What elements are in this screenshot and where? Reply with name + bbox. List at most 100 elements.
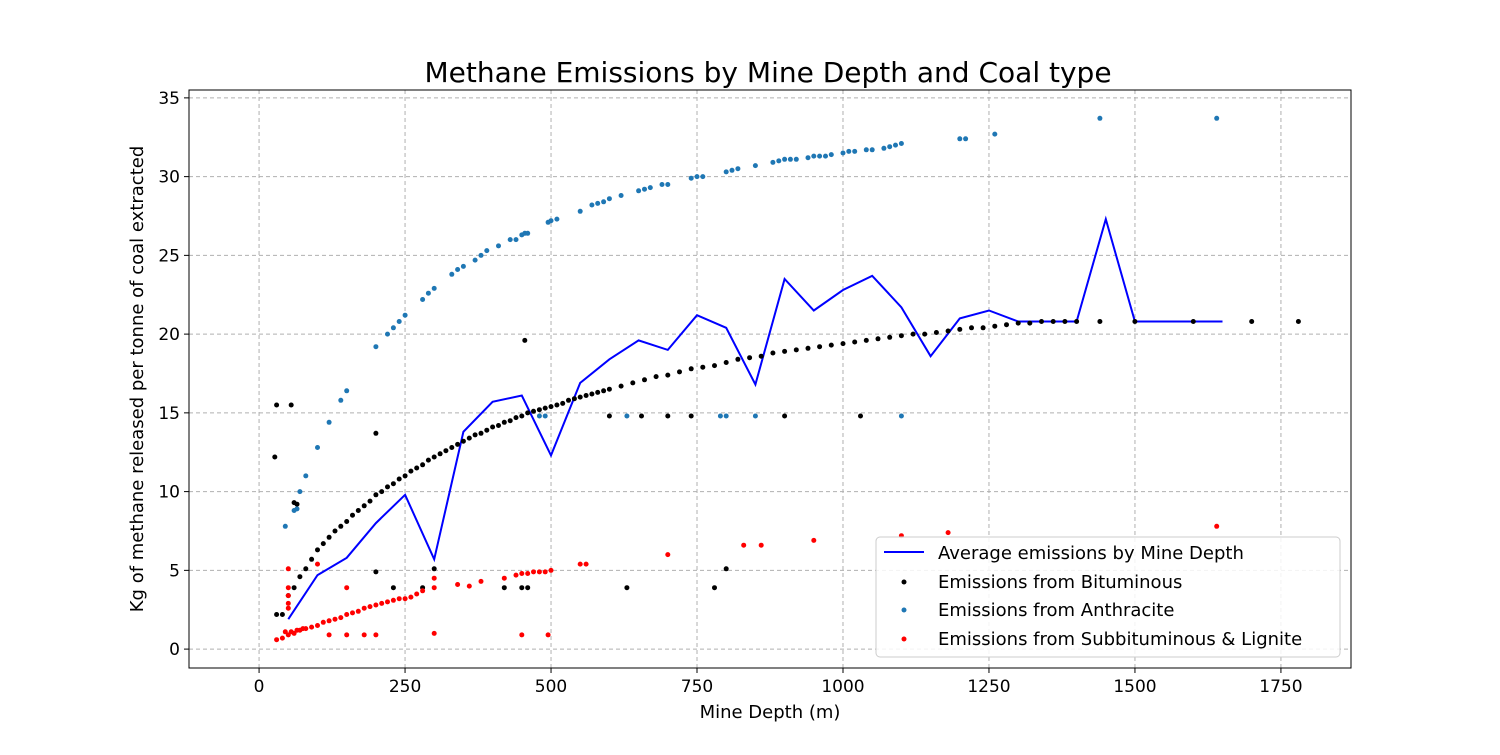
bituminous-point — [402, 473, 408, 479]
bituminous-point — [1050, 319, 1056, 324]
anthracite-point — [823, 153, 828, 159]
bituminous-point — [274, 612, 280, 617]
anthracite-point — [618, 193, 624, 198]
subbituminous-point — [344, 585, 350, 591]
bituminous-point — [326, 534, 332, 540]
bituminous-point — [852, 339, 858, 345]
anthracite-point — [817, 153, 823, 159]
x-tick-label: 250 — [389, 677, 421, 697]
bituminous-point — [1249, 319, 1255, 324]
bituminous-point — [566, 397, 571, 403]
anthracite-point — [507, 237, 513, 243]
y-tick-label: 10 — [158, 483, 180, 503]
bituminous-point — [1015, 320, 1021, 326]
anthracite-point — [624, 413, 630, 419]
subbituminous-point — [431, 630, 437, 636]
bituminous-point — [525, 410, 531, 416]
anthracite-point — [898, 141, 904, 146]
anthracite-point — [431, 285, 437, 291]
bituminous-point — [460, 438, 466, 444]
bituminous-point — [466, 435, 472, 441]
subbituminous-point — [408, 594, 414, 600]
bituminous-point — [735, 356, 741, 362]
bituminous-point — [303, 566, 309, 572]
anthracite-point — [881, 145, 887, 151]
subbituminous-point — [811, 537, 817, 543]
anthracite-point — [425, 290, 431, 296]
subbituminous-point — [361, 632, 367, 638]
anthracite-point — [472, 257, 478, 263]
anthracite-point — [688, 175, 694, 181]
anthracite-point — [595, 200, 601, 206]
bituminous-point — [525, 585, 531, 591]
bituminous-point — [653, 374, 659, 380]
bituminous-point — [472, 432, 478, 438]
bituminous-point — [513, 415, 519, 421]
subbituminous-point — [501, 575, 507, 581]
bituminous-point — [390, 585, 396, 591]
x-axis-label: Mine Depth (m) — [700, 702, 841, 723]
legend-bituminous-swatch — [901, 579, 907, 585]
bituminous-point — [758, 353, 764, 359]
subbituminous-point — [531, 569, 536, 575]
subbituminous-point — [420, 588, 426, 594]
subbituminous-point — [431, 585, 437, 591]
bituminous-point — [522, 337, 528, 343]
bituminous-point — [1190, 319, 1196, 324]
bituminous-point — [554, 402, 560, 408]
bituminous-point — [601, 388, 607, 394]
bituminous-point — [361, 503, 367, 509]
anthracite-point — [326, 419, 332, 425]
bituminous-point — [723, 566, 729, 572]
x-tick-label: 1500 — [1113, 677, 1156, 697]
subbituminous-point — [431, 575, 437, 581]
anthracite-point — [752, 413, 758, 419]
bituminous-point — [665, 413, 671, 419]
anthracite-point — [869, 147, 875, 153]
anthracite-point — [840, 150, 846, 156]
subbituminous-point — [361, 605, 367, 611]
y-tick-label: 15 — [158, 404, 180, 424]
subbituminous-point — [513, 572, 519, 578]
bituminous-point — [817, 344, 823, 350]
bituminous-point — [437, 451, 443, 457]
anthracite-point — [700, 174, 706, 180]
anthracite-point — [606, 196, 612, 202]
anthracite-point — [1097, 115, 1103, 121]
bituminous-point — [723, 360, 729, 365]
anthracite-point — [659, 182, 665, 187]
bituminous-point — [519, 413, 525, 419]
bituminous-point — [933, 330, 939, 335]
bituminous-point — [449, 445, 455, 450]
axis-ticks: 0 250 500 750 1000 1250 1500 1750 0 5 10 15 20 25 30 35 — [158, 89, 1302, 697]
bituminous-point — [414, 465, 420, 471]
bituminous-point — [639, 413, 644, 419]
anthracite-point — [828, 152, 834, 158]
bituminous-point — [560, 400, 566, 406]
bituminous-point — [496, 423, 501, 428]
bituminous-point — [519, 585, 525, 591]
anthracite-point — [957, 136, 963, 142]
subbituminous-point — [282, 629, 288, 635]
bituminous-point — [782, 348, 788, 354]
y-axis-label: Kg of methane released per tonne of coal… — [127, 146, 148, 613]
anthracite-point — [589, 202, 595, 208]
anthracite-point — [536, 413, 542, 419]
anthracite-point — [390, 325, 396, 331]
bituminous-point — [677, 369, 682, 375]
bituminous-point — [957, 326, 963, 332]
bituminous-point — [782, 413, 788, 419]
bituminous-point — [425, 457, 431, 463]
anthracite-point — [811, 153, 817, 159]
anthracite-point — [577, 208, 583, 214]
anthracite-point — [963, 136, 969, 142]
x-tick-label: 0 — [254, 677, 265, 697]
bituminous-point — [408, 468, 414, 474]
subbituminous-point — [367, 604, 373, 610]
bituminous-point — [309, 556, 315, 562]
bituminous-point — [688, 366, 694, 372]
bituminous-point — [1097, 319, 1103, 324]
bituminous-point — [712, 363, 717, 369]
bituminous-point — [355, 508, 361, 513]
subbituminous-point — [291, 630, 297, 636]
